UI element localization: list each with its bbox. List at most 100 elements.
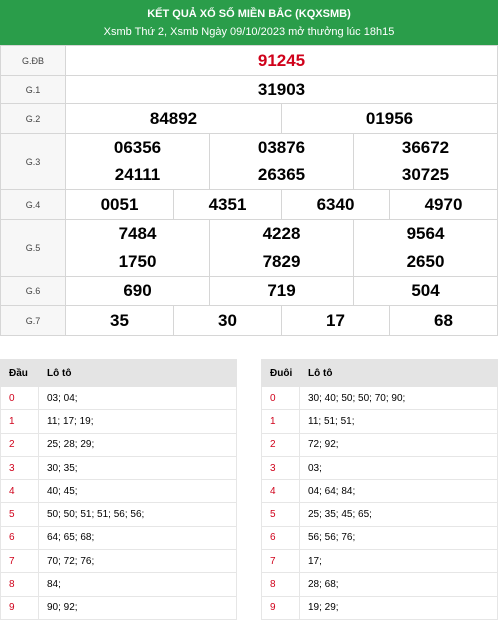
digit-cell: 8 xyxy=(0,572,39,597)
loto-values-cell: 72; 92; xyxy=(299,432,498,457)
digit-cell: 2 xyxy=(261,432,300,457)
prize-row-g6: G.6 690 719 504 xyxy=(0,276,498,306)
digit-cell: 6 xyxy=(0,525,39,551)
prize-row-g5: G.5 7484 4228 9564 1750 7829 2650 xyxy=(0,219,498,277)
loto-values-cell: 40; 45; xyxy=(38,479,237,504)
column-header: Đầu xyxy=(0,359,39,387)
table-row: 6 56; 56; 76; xyxy=(261,525,498,551)
loto-values-cell: 25; 28; 29; xyxy=(38,432,237,457)
digit-cell: 7 xyxy=(0,549,39,574)
prize-number: 35 xyxy=(110,310,129,330)
loto-values-cell: 30; 35; xyxy=(38,455,237,481)
digit-cell: 2 xyxy=(0,432,39,457)
prize-number: 6340 xyxy=(281,190,389,219)
loto-values-cell: 11; 17; 19; xyxy=(38,409,237,434)
loto-values-cell: 84; xyxy=(38,572,237,597)
draw-subtitle: Xsmb Thứ 2, Xsmb Ngày 09/10/2023 mở thưở… xyxy=(103,26,395,38)
table-row: 8 84; xyxy=(0,572,237,597)
prize-number: 30 xyxy=(173,306,281,335)
loto-values-cell: 03; xyxy=(299,455,498,481)
table-row: 8 28; 68; xyxy=(261,572,498,597)
prize-label: G.7 xyxy=(0,305,66,336)
table-row: 9 90; 92; xyxy=(0,595,237,620)
digit-cell: 1 xyxy=(261,409,300,434)
digit-cell: 9 xyxy=(261,595,300,620)
digit-cell: 4 xyxy=(0,479,39,504)
dau-loto-table: Đầu Lô tô 0 03; 04; 1 11; 17; 19; 2 25; 28; 2… xyxy=(0,359,237,620)
prize-number: 26365 xyxy=(209,161,353,189)
digit-cell: 3 xyxy=(261,455,300,481)
loto-values-cell: 30; 40; 50; 50; 70; 90; xyxy=(299,385,498,411)
loto-section: Đầu Lô tô 0 03; 04; 1 11; 17; 19; 2 25; 28; 2… xyxy=(0,336,498,620)
loto-values-cell: 11; 51; 51; xyxy=(299,409,498,434)
table-header-row: Đuôi Lô tô xyxy=(261,359,498,387)
prize-label: G.1 xyxy=(0,75,66,104)
prize-number: 06356 xyxy=(113,137,162,157)
table-row: 1 11; 51; 51; xyxy=(261,409,498,434)
prize-number: 719 xyxy=(209,277,353,305)
prize-row-g1: G.1 31903 xyxy=(0,75,498,104)
prize-label: G.5 xyxy=(0,219,66,277)
loto-values-cell: 64; 65; 68; xyxy=(38,525,237,551)
table-row: 3 30; 35; xyxy=(0,455,237,481)
table-row: 4 04; 64; 84; xyxy=(261,479,498,504)
prize-number: 4970 xyxy=(389,190,497,219)
prize-label: G.ĐB xyxy=(0,45,66,76)
loto-values-cell: 03; 04; xyxy=(38,385,237,411)
prize-number: 4351 xyxy=(173,190,281,219)
loto-values-cell: 28; 68; xyxy=(299,572,498,597)
loto-values-cell: 19; 29; xyxy=(299,595,498,620)
table-row: 0 03; 04; xyxy=(0,385,237,411)
prize-number: 4228 xyxy=(209,220,353,248)
duoi-loto-table: Đuôi Lô tô 0 30; 40; 50; 50; 70; 90; 1 11; … xyxy=(261,359,498,620)
prize-number: 7484 xyxy=(118,224,157,243)
prize-label: G.4 xyxy=(0,189,66,220)
prize-number: 17 xyxy=(281,306,389,335)
prize-number: 31903 xyxy=(65,75,498,104)
digit-cell: 0 xyxy=(261,385,300,411)
prize-number: 03876 xyxy=(209,134,353,162)
prize-number: 9564 xyxy=(353,220,497,248)
prize-number: 84892 xyxy=(149,108,198,128)
table-row: 5 25; 35; 45; 65; xyxy=(261,502,498,527)
digit-cell: 6 xyxy=(261,525,300,551)
loto-values-cell: 90; 92; xyxy=(38,595,237,620)
prize-row-g3: G.3 06356 03876 36672 24111 26365 30725 xyxy=(0,133,498,190)
prize-label: G.2 xyxy=(0,103,66,134)
table-row: 1 11; 17; 19; xyxy=(0,409,237,434)
table-row: 0 30; 40; 50; 50; 70; 90; xyxy=(261,385,498,411)
page-title: KẾT QUẢ XỔ SỐ MIỀN BẮC (KQXSMB) xyxy=(147,8,351,20)
prize-number: 36672 xyxy=(353,134,497,162)
prize-number: 2650 xyxy=(353,248,497,276)
prize-number: 504 xyxy=(353,277,497,305)
prize-row-g7: G.7 35 30 17 68 xyxy=(0,305,498,336)
table-header-row: Đầu Lô tô xyxy=(0,359,237,387)
prize-number: 690 xyxy=(123,281,152,300)
table-row: 6 64; 65; 68; xyxy=(0,525,237,551)
table-row: 7 70; 72; 76; xyxy=(0,549,237,574)
table-row: 2 72; 92; xyxy=(261,432,498,457)
prize-row-gdb: G.ĐB 91245 xyxy=(0,45,498,76)
prize-number: 1750 xyxy=(118,252,157,271)
digit-cell: 1 xyxy=(0,409,39,434)
digit-cell: 0 xyxy=(0,385,39,411)
digit-cell: 4 xyxy=(261,479,300,504)
column-header: Đuôi xyxy=(261,359,300,387)
table-row: 2 25; 28; 29; xyxy=(0,432,237,457)
table-row: 9 19; 29; xyxy=(261,595,498,620)
digit-cell: 9 xyxy=(0,595,39,620)
loto-values-cell: 70; 72; 76; xyxy=(38,549,237,574)
prize-row-g2: G.2 84892 01956 xyxy=(0,103,498,134)
table-row: 3 03; xyxy=(261,455,498,481)
prize-number: 68 xyxy=(389,306,497,335)
column-header: Lô tô xyxy=(38,359,237,387)
results-table: G.ĐB 91245 G.1 31903 G.2 84892 01956 G.3… xyxy=(0,45,498,336)
loto-values-cell: 25; 35; 45; 65; xyxy=(299,502,498,527)
loto-values-cell: 56; 56; 76; xyxy=(299,525,498,551)
prize-number: 01956 xyxy=(281,104,497,133)
column-header: Lô tô xyxy=(299,359,498,387)
prize-label: G.6 xyxy=(0,276,66,306)
prize-row-g4: G.4 0051 4351 6340 4970 xyxy=(0,189,498,220)
loto-values-cell: 04; 64; 84; xyxy=(299,479,498,504)
digit-cell: 3 xyxy=(0,455,39,481)
